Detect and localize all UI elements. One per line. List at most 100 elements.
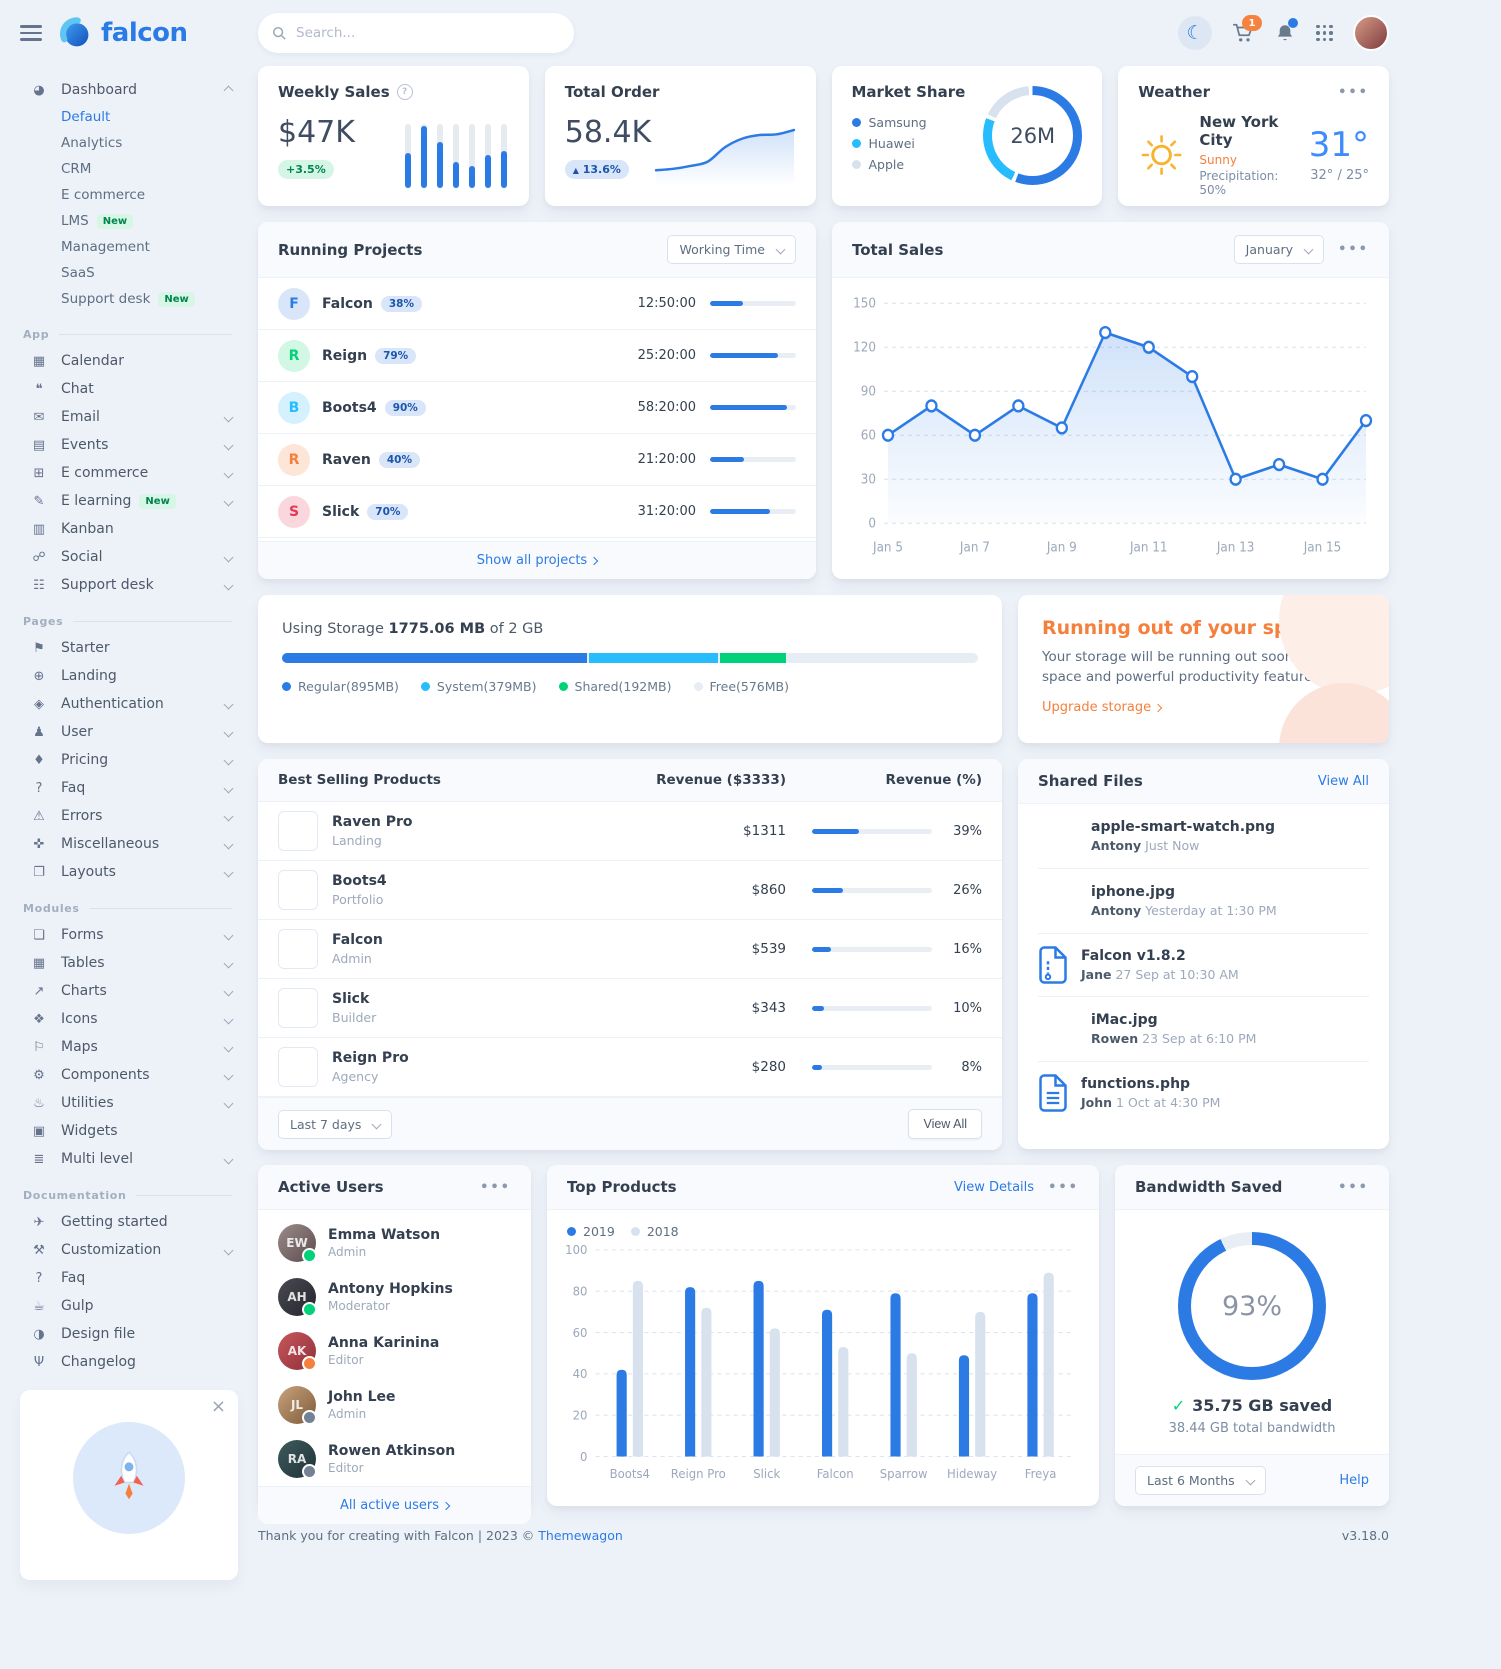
file-item[interactable]: iMac.jpg Rowen 23 Sep at 6:10 PM <box>1038 997 1369 1062</box>
range-select[interactable]: Last 7 days <box>278 1109 393 1139</box>
sidebar-subitem-lms[interactable]: LMS New <box>30 208 232 234</box>
notifications-button[interactable] <box>1274 18 1298 44</box>
sidebar-subitem-analytics[interactable]: Analytics <box>30 130 232 156</box>
project-row[interactable]: R Reign 79% 25:20:00 <box>258 330 816 382</box>
file-item[interactable]: functions.php John 1 Oct at 4:30 PM <box>1038 1062 1369 1124</box>
svg-text:80: 80 <box>573 1284 588 1298</box>
sidebar-item-faq[interactable]: ? Faq <box>30 1264 232 1292</box>
product-row[interactable]: Boots4 Portfolio $860 26% <box>258 861 1002 920</box>
month-select[interactable]: January <box>1233 235 1325 264</box>
sidebar-subitem-support-desk[interactable]: Support desk New <box>30 286 232 312</box>
sidebar-item-getting-started[interactable]: ✈ Getting started <box>30 1208 232 1236</box>
sidebar-item-social[interactable]: ☍ Social <box>30 543 234 571</box>
show-all-projects-link[interactable]: Show all projects <box>258 541 816 579</box>
status-dot <box>302 1302 317 1317</box>
view-all-button[interactable]: View All <box>908 1109 982 1139</box>
product-row[interactable]: Reign Pro Agency $280 8% <box>258 1038 1002 1097</box>
sidebar-item-e-commerce[interactable]: ⊞ E commerce <box>30 459 234 487</box>
sidebar-item-faq[interactable]: ? Faq <box>30 774 234 802</box>
sidebar-item-e-learning[interactable]: ✎ E learning New <box>30 487 234 515</box>
sidebar-item-tables[interactable]: ▦ Tables <box>30 949 234 977</box>
working-time-select[interactable]: Working Time <box>667 235 796 264</box>
sidebar-subitem-default[interactable]: Default <box>30 104 232 130</box>
user-row[interactable]: EW Emma Watson Admin <box>258 1216 531 1270</box>
sidebar-item-widgets[interactable]: ▣ Widgets <box>30 1117 232 1145</box>
total-order-line-chart <box>650 122 800 190</box>
project-row[interactable]: R Raven 40% 21:20:00 <box>258 434 816 486</box>
dark-mode-toggle[interactable]: ☾ <box>1178 16 1212 50</box>
file-name: apple-smart-watch.png <box>1091 819 1276 835</box>
product-row[interactable]: Raven Pro Landing $1311 39% <box>258 802 1002 861</box>
sidebar-item-label: Customization <box>61 1242 162 1258</box>
help-link[interactable]: Help <box>1339 1473 1369 1488</box>
sidebar-subitem-e-commerce[interactable]: E commerce <box>30 182 232 208</box>
section-heading-label: App <box>23 328 50 341</box>
sidebar-item-errors[interactable]: ⚠ Errors <box>30 802 234 830</box>
sidebar-item-forms[interactable]: ❏ Forms <box>30 921 234 949</box>
sidebar-item-charts[interactable]: ↗ Charts <box>30 977 234 1005</box>
file-item[interactable]: apple-smart-watch.png Antony Just Now <box>1038 804 1369 869</box>
sidebar-item-kanban[interactable]: ▥ Kanban <box>30 515 232 543</box>
close-icon[interactable]: × <box>210 1396 226 1417</box>
product-row[interactable]: Slick Builder $343 10% <box>258 979 1002 1038</box>
sidebar-item-maps[interactable]: ⚐ Maps <box>30 1033 234 1061</box>
help-icon[interactable]: ? <box>396 84 413 100</box>
sidebar-item-multi-level[interactable]: ≣ Multi level <box>30 1145 234 1173</box>
section-heading-label: Documentation <box>23 1189 127 1202</box>
sidebar-item-components[interactable]: ⚙ Components <box>30 1061 234 1089</box>
all-active-users-link[interactable]: All active users <box>258 1486 531 1524</box>
sidebar-subitem-saas[interactable]: SaaS <box>30 260 232 286</box>
sidebar-item-email[interactable]: ✉ Email <box>30 403 234 431</box>
sidebar-item-authentication[interactable]: ◈ Authentication <box>30 690 234 718</box>
upgrade-storage-link[interactable]: Upgrade storage <box>1042 700 1163 715</box>
ellipsis-icon[interactable]: ••• <box>1048 1179 1079 1195</box>
file-item[interactable]: Falcon v1.8.2 Jane 27 Sep at 10:30 AM <box>1038 934 1369 997</box>
file-item[interactable]: iphone.jpg Antony Yesterday at 1:30 PM <box>1038 869 1369 934</box>
sidebar-subitem-management[interactable]: Management <box>30 234 232 260</box>
view-all-files-link[interactable]: View All <box>1317 773 1369 789</box>
sidebar-item-calendar[interactable]: ▦ Calendar <box>30 347 232 375</box>
branch-icon: Ψ <box>33 1354 45 1370</box>
user-avatar[interactable] <box>1353 15 1389 51</box>
cart-count-badge: 1 <box>1242 15 1262 31</box>
sidebar-item-utilities[interactable]: ♨ Utilities <box>30 1089 234 1117</box>
sidebar-item-gulp[interactable]: ☕ Gulp <box>30 1292 232 1320</box>
project-row[interactable]: F Falcon 38% 12:50:00 <box>258 278 816 330</box>
user-row[interactable]: RA Rowen Atkinson Editor <box>258 1432 531 1486</box>
ellipsis-icon[interactable]: ••• <box>480 1179 511 1195</box>
sidebar-item-chat[interactable]: ❝ Chat <box>30 375 232 403</box>
chevron-down-icon <box>223 783 234 793</box>
sidebar-item-design-file[interactable]: ◑ Design file <box>30 1320 232 1348</box>
puzzle-icon: ⚙ <box>33 1067 45 1083</box>
sidebar-item-pricing[interactable]: ♦ Pricing <box>30 746 234 774</box>
sidebar-item-user[interactable]: ♟ User <box>30 718 234 746</box>
sidebar-item-icons[interactable]: ❖ Icons <box>30 1005 234 1033</box>
search-input[interactable] <box>294 24 560 42</box>
product-row[interactable]: Falcon Admin $539 16% <box>258 920 1002 979</box>
sidebar-item-starter[interactable]: ⚑ Starter <box>30 634 232 662</box>
project-row[interactable]: B Boots4 90% 58:20:00 <box>258 382 816 434</box>
user-row[interactable]: AH Antony Hopkins Moderator <box>258 1270 531 1324</box>
ellipsis-icon[interactable]: ••• <box>1338 1179 1369 1195</box>
view-details-link[interactable]: View Details <box>954 1179 1035 1195</box>
sidebar-item-events[interactable]: ▤ Events <box>30 431 234 459</box>
months-select[interactable]: Last 6 Months <box>1135 1466 1266 1495</box>
sidebar-item-customization[interactable]: ⚒ Customization <box>30 1236 234 1264</box>
ellipsis-icon[interactable]: ••• <box>1338 84 1369 100</box>
ellipsis-icon[interactable]: ••• <box>1338 242 1369 257</box>
user-row[interactable]: AK Anna Karinina Editor <box>258 1324 531 1378</box>
falcon-logo[interactable]: falcon <box>58 16 188 50</box>
apps-grid-icon[interactable] <box>1316 24 1333 42</box>
sidebar-subitem-crm[interactable]: CRM <box>30 156 232 182</box>
themewagon-link[interactable]: Themewagon <box>538 1528 623 1543</box>
hamburger-menu-icon[interactable] <box>20 21 42 45</box>
project-row[interactable]: S Slick 70% 31:20:00 <box>258 486 816 538</box>
user-row[interactable]: JL John Lee Admin <box>258 1378 531 1432</box>
sidebar-item-layouts[interactable]: ❐ Layouts <box>30 858 234 886</box>
cart-button[interactable]: 1 <box>1232 15 1262 44</box>
sidebar-item-changelog[interactable]: Ψ Changelog <box>30 1348 232 1376</box>
sidebar-item-miscellaneous[interactable]: ✜ Miscellaneous <box>30 830 234 858</box>
sidebar-item-dashboard[interactable]: ◕ Dashboard <box>30 76 234 104</box>
sidebar-item-landing[interactable]: ⊕ Landing <box>30 662 232 690</box>
sidebar-item-support-desk[interactable]: ☷ Support desk <box>30 571 234 599</box>
